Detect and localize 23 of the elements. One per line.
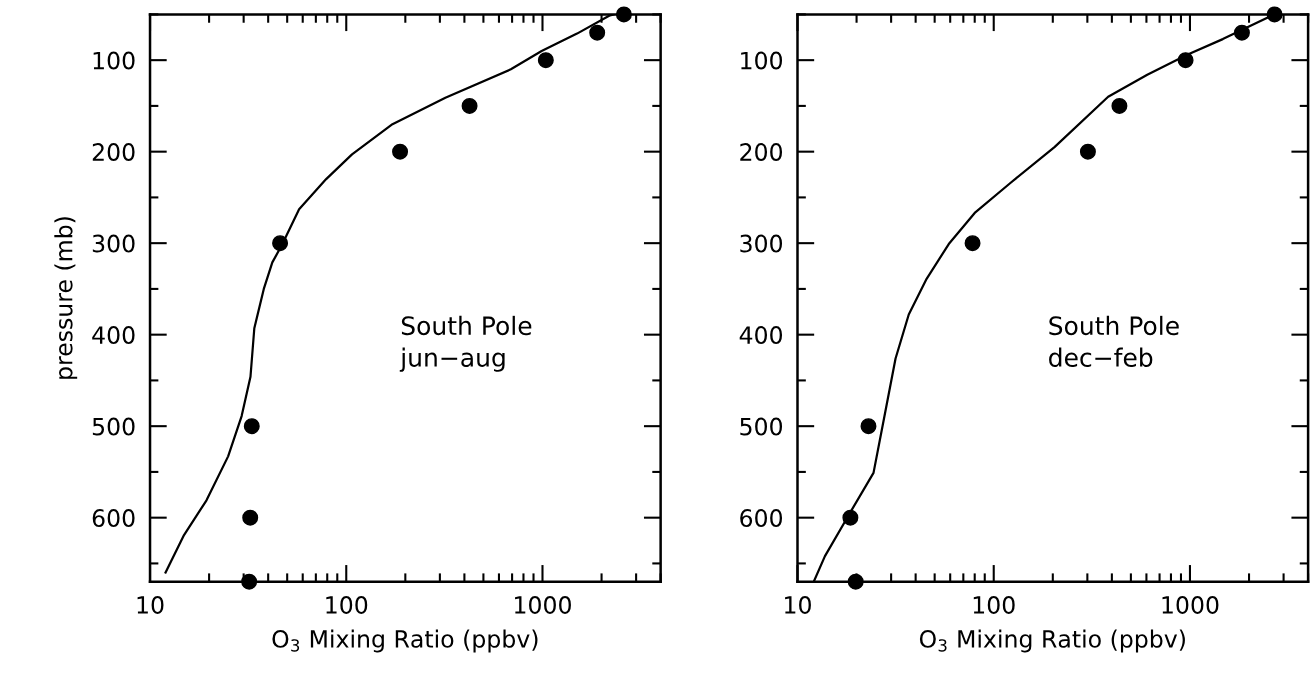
x-tick-label: 1000 [1162, 596, 1219, 614]
y-tick-label: 100 [741, 51, 783, 70]
x-tick-label: 10 [785, 596, 811, 614]
y-tick-label: 600 [92, 509, 135, 527]
annotation: South Pole jun−aug [399, 315, 532, 372]
x-tick-label: 100 [326, 596, 368, 614]
y-tick-label: 500 [92, 417, 135, 436]
y-tick-label: 300 [740, 234, 783, 253]
y-tick-label: 500 [740, 417, 783, 436]
y-axis-title: pressure (mb) [54, 217, 78, 379]
x-tick-label: 1000 [515, 596, 571, 614]
y-tick-label: 400 [92, 326, 135, 344]
annotation: South Pole dec−feb [1049, 315, 1179, 367]
y-tick-label: 300 [92, 234, 135, 253]
y-tick-label: 200 [740, 143, 783, 161]
x-axis-title: O$_{3}$ Mixing Ratio (ppbv) [919, 629, 1185, 653]
y-tick-label: 400 [739, 326, 783, 344]
y-tick-label: 100 [93, 51, 135, 70]
x-axis-title: O$_{3}$ Mixing Ratio (ppbv) [272, 629, 538, 653]
y-tick-label: 600 [740, 509, 783, 527]
x-tick-label: 10 [137, 596, 164, 614]
y-tick-label: 200 [92, 143, 135, 161]
x-tick-label: 100 [973, 596, 1015, 614]
